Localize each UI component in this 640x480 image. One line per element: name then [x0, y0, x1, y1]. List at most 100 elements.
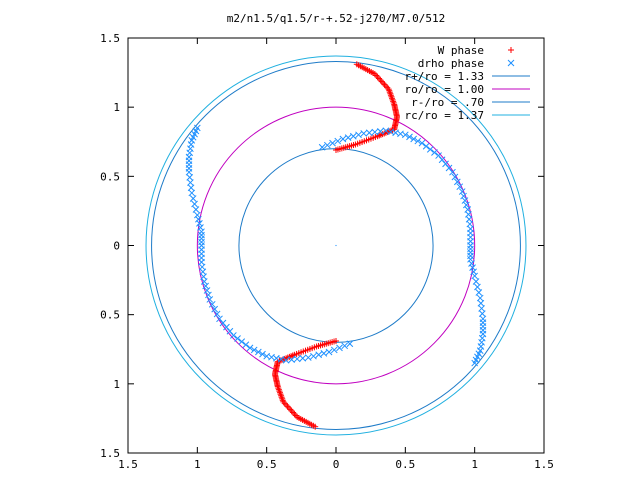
- drho-phase-point: [469, 264, 476, 271]
- x-tick-label: 1.5: [118, 458, 138, 471]
- x-tick-label: 0: [333, 458, 340, 471]
- drho-phase-point: [471, 272, 479, 280]
- drho-phase-point: [460, 192, 467, 200]
- drho-phase-point: [414, 137, 422, 145]
- drho-phase-point: [246, 344, 254, 352]
- drho-phase-point: [336, 344, 343, 352]
- drho-phase-point: [360, 130, 368, 137]
- legend-label: rc/ro = 1.37: [405, 109, 484, 122]
- y-tick-label: 1.5: [100, 447, 120, 460]
- drho-phase-point: [453, 178, 461, 186]
- w-phase-point: [284, 403, 291, 410]
- x-tick-label: 1: [194, 458, 201, 471]
- x-tick-label: 1.5: [534, 458, 554, 471]
- drho-phase-series: [185, 124, 487, 367]
- drho-phase-point: [304, 354, 312, 361]
- drho-phase-point: [197, 224, 204, 231]
- drho-phase-point: [205, 291, 212, 299]
- w-phase-point: [508, 47, 514, 53]
- drho-phase-point: [242, 341, 250, 349]
- drho-phase-point: [507, 59, 515, 67]
- drho-phase-point: [462, 201, 470, 209]
- drho-phase-point: [191, 200, 198, 208]
- chart-title: m2/n1.5/q1.5/r-+.52-j270/M7.0/512: [227, 12, 446, 25]
- drho-phase-point: [193, 124, 201, 132]
- drho-phase-point: [263, 352, 271, 360]
- drho-phase-point: [426, 146, 434, 153]
- drho-phase-point: [198, 235, 205, 242]
- drho-phase-point: [377, 128, 384, 135]
- y-tick-label: 0.5: [100, 170, 120, 183]
- drho-phase-point: [458, 188, 466, 195]
- drho-phase-point: [193, 211, 201, 219]
- w-phase-point: [291, 410, 298, 417]
- y-tick-label: 0.5: [100, 309, 120, 322]
- drho-phase-point: [472, 278, 480, 285]
- drho-phase-point: [238, 338, 246, 345]
- drho-phase-point: [196, 220, 203, 227]
- drho-phase-point: [320, 350, 328, 357]
- drho-phase-point: [198, 231, 205, 239]
- drho-phase-point: [410, 135, 418, 143]
- drho-phase-point: [325, 348, 333, 356]
- w-phase-point: [381, 81, 388, 88]
- w-phase-point: [283, 401, 290, 408]
- drho-phase-point: [213, 310, 221, 318]
- drho-phase-point: [467, 255, 474, 263]
- drho-phase-point: [192, 206, 200, 213]
- x-tick-label: 0.5: [257, 458, 277, 471]
- w-phase-point: [333, 337, 339, 344]
- w-phase-point: [380, 80, 387, 87]
- w-phase-point: [287, 406, 294, 413]
- drho-phase-point: [468, 260, 475, 267]
- drho-phase-point: [341, 342, 349, 350]
- drho-phase-point: [461, 197, 469, 204]
- drho-phase-point: [189, 195, 197, 202]
- drho-phase-point: [259, 350, 266, 358]
- drho-phase-point: [467, 245, 474, 253]
- drho-phase-point: [475, 289, 483, 296]
- drho-phase-point: [250, 346, 258, 354]
- w-phase-point: [377, 77, 384, 84]
- drho-phase-point: [216, 315, 223, 323]
- drho-phase-point: [208, 300, 216, 308]
- drho-phase-point: [211, 305, 219, 313]
- drho-phase-point: [195, 215, 202, 223]
- drho-phase-point: [234, 335, 241, 342]
- drho-phase-point: [401, 131, 409, 139]
- drho-phase-point: [293, 355, 301, 363]
- w-phase-point: [288, 407, 295, 414]
- w-phase-point: [290, 409, 297, 416]
- drho-phase-point: [467, 252, 474, 260]
- drho-phase-point: [203, 287, 211, 294]
- axis-ticks: 1.5 1 0.5 0 0.5 1 1.51.510.500.511.5: [100, 32, 554, 471]
- drho-phase-point: [299, 354, 307, 362]
- drho-phase-point: [355, 131, 362, 139]
- legend-label: ro/ro = 1.00: [405, 83, 484, 96]
- drho-phase-point: [456, 183, 464, 191]
- y-tick-label: 1: [113, 101, 120, 114]
- legend-label: drho phase: [418, 57, 484, 70]
- drho-phase-point: [474, 283, 481, 291]
- drho-phase-point: [310, 352, 317, 360]
- y-tick-label: 1.5: [100, 32, 120, 45]
- drho-phase-point: [198, 228, 205, 236]
- legend-label: r+/ro = 1.33: [405, 70, 484, 83]
- w-phase-point: [374, 74, 381, 81]
- drho-phase-point: [471, 359, 479, 367]
- w-phase-point: [285, 404, 292, 411]
- drho-phase-point: [431, 149, 438, 156]
- drho-phase-point: [422, 142, 430, 150]
- x-tick-label: 0.5: [395, 458, 415, 471]
- legend-label: W phase: [438, 44, 484, 57]
- drho-phase-point: [334, 137, 342, 145]
- drho-phase-point: [470, 268, 477, 276]
- drho-phase-point: [467, 242, 474, 249]
- w-phase-point: [378, 78, 385, 85]
- drho-phase-point: [371, 128, 379, 136]
- y-tick-label: 1: [113, 378, 120, 391]
- drho-phase-point: [406, 133, 413, 141]
- drho-phase-point: [323, 141, 331, 149]
